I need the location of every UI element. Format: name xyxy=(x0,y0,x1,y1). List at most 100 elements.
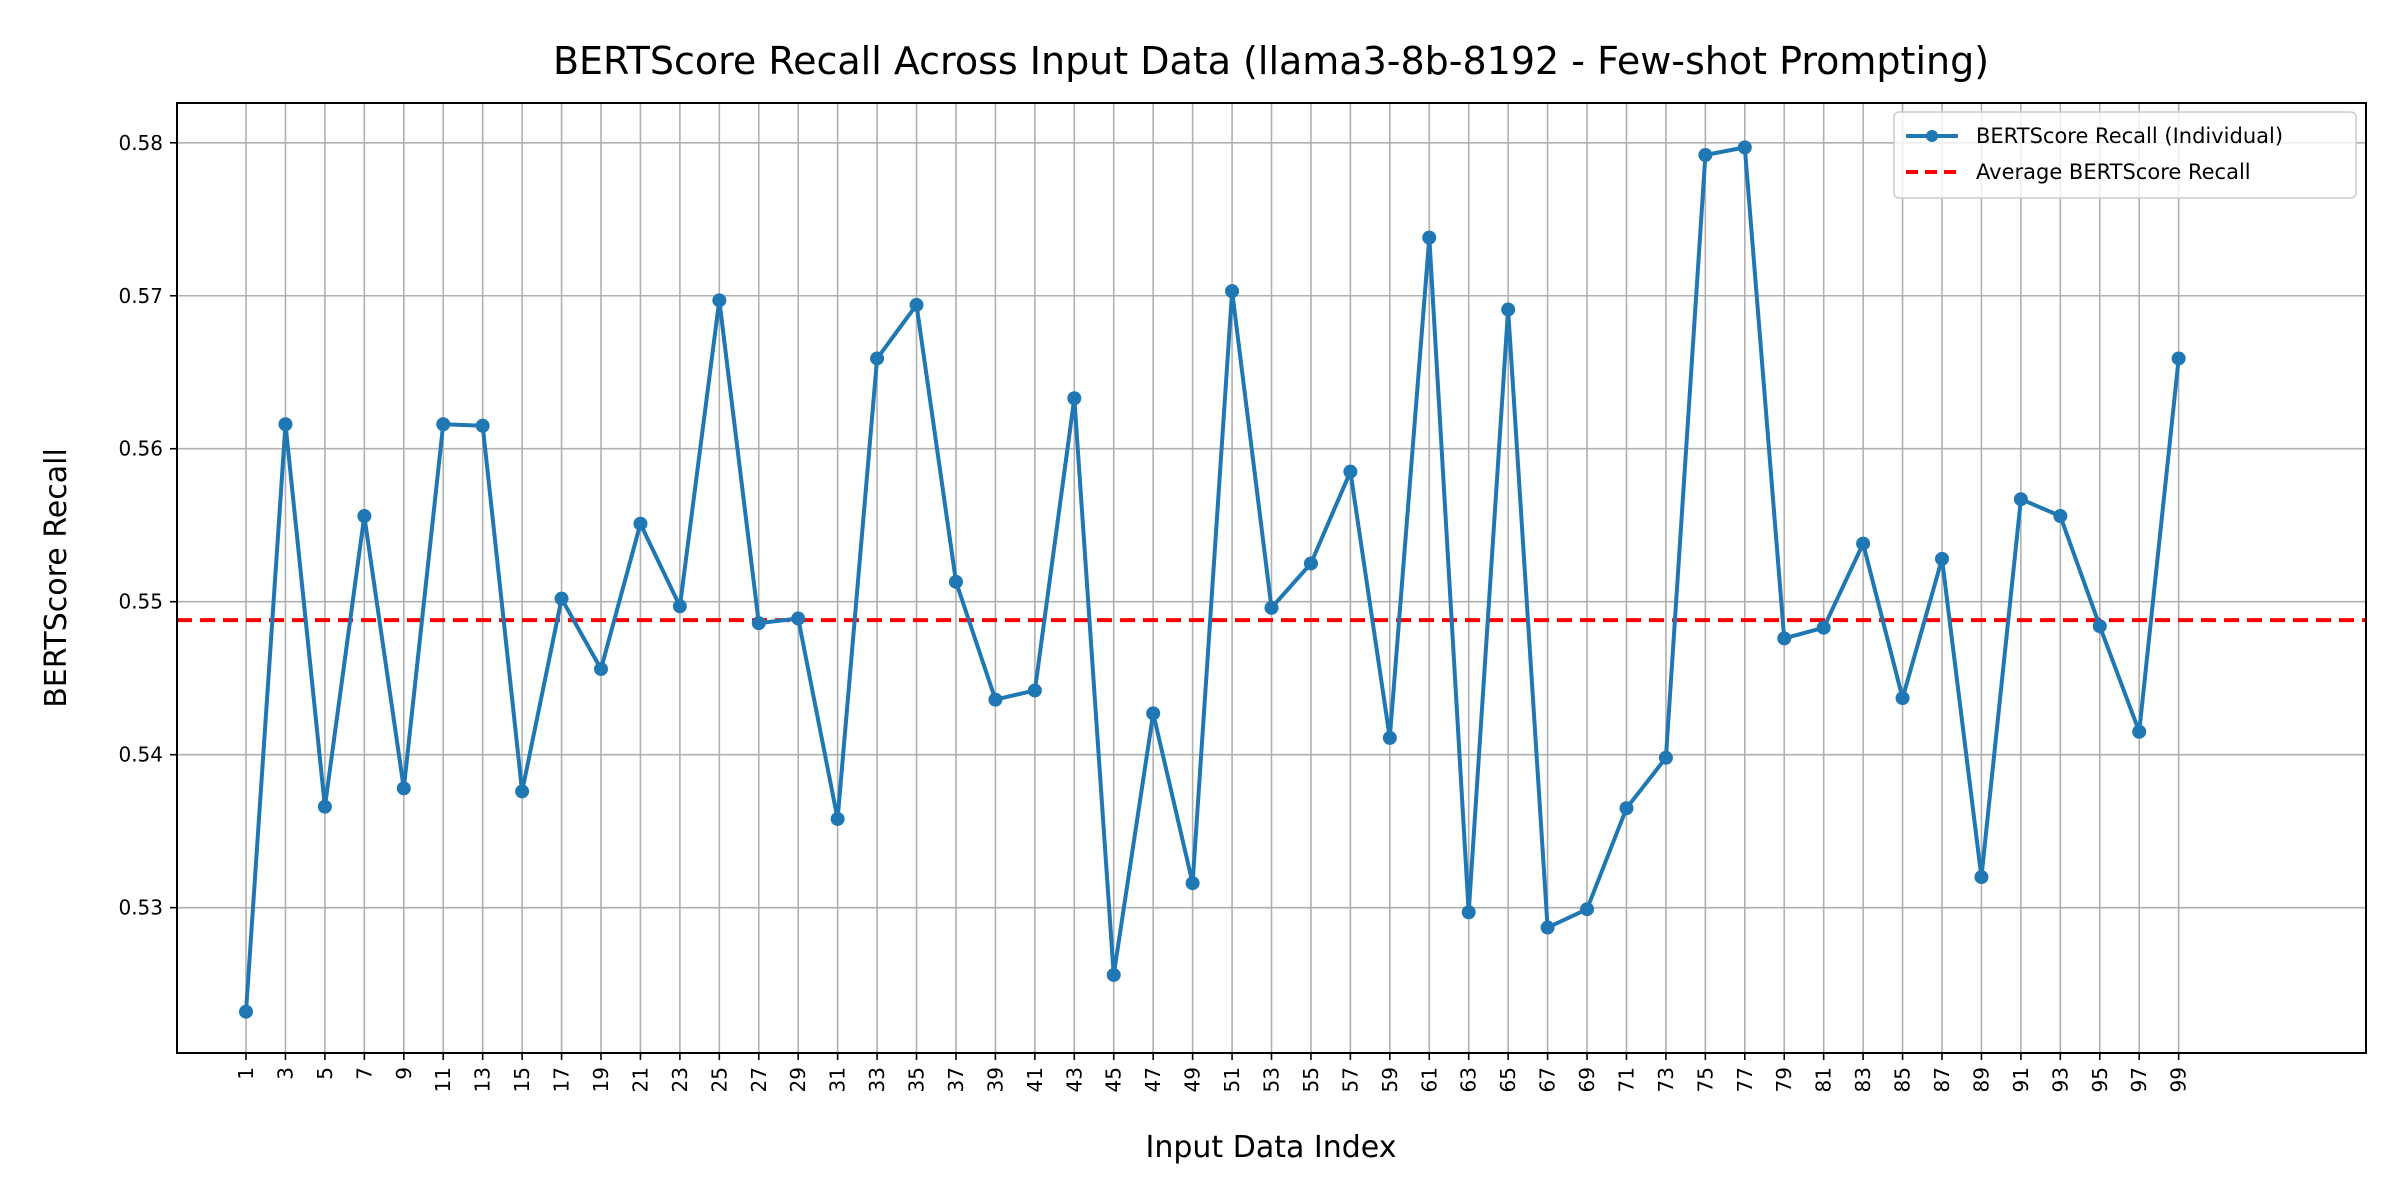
recall-data-point xyxy=(436,417,451,432)
recall-data-point xyxy=(1974,870,1989,885)
recall-data-point xyxy=(1343,464,1358,479)
legend-box xyxy=(1893,111,2357,199)
recall-data-point xyxy=(791,611,806,626)
x-tick-label: 45 xyxy=(1102,1067,1126,1092)
x-tick-label: 83 xyxy=(1851,1067,1875,1092)
legend: BERTScore Recall (Individual) Average BE… xyxy=(1893,111,2357,199)
recall-data-point xyxy=(909,297,924,312)
x-tick-label: 61 xyxy=(1417,1067,1441,1092)
x-tick-label: 7 xyxy=(352,1067,376,1080)
recall-data-point xyxy=(1737,140,1752,155)
recall-data-point xyxy=(2132,724,2147,739)
recall-data-point xyxy=(1935,551,1950,566)
x-tick-label: 63 xyxy=(1457,1067,1481,1092)
recall-data-point xyxy=(1146,706,1161,721)
x-tick-label: 27 xyxy=(747,1067,771,1092)
recall-data-point xyxy=(593,662,608,677)
x-tick-label: 81 xyxy=(1812,1067,1836,1092)
y-tick-label: 0.58 xyxy=(118,131,163,155)
x-tick-label: 31 xyxy=(826,1067,850,1092)
x-tick-label: 11 xyxy=(431,1067,455,1092)
recall-data-point xyxy=(712,293,727,308)
x-tick-label: 13 xyxy=(471,1067,495,1092)
x-tick-label: 79 xyxy=(1772,1067,1796,1092)
x-tick-label: 35 xyxy=(905,1067,929,1092)
grid-lines xyxy=(177,103,2366,1053)
x-tick-label: 15 xyxy=(510,1067,534,1092)
recall-data-point xyxy=(1540,920,1555,935)
x-tick-label: 47 xyxy=(1141,1067,1165,1092)
recall-data-point xyxy=(278,417,293,432)
recall-data-point xyxy=(515,784,530,799)
axis-ticks: 1 3 5 7 9 11 13 15 17 19 21 23 25 27 29 31 33 35 37 39 41 43 4… xyxy=(118,131,2190,1093)
x-tick-label: 75 xyxy=(1693,1067,1717,1092)
x-tick-label: 9 xyxy=(392,1067,416,1080)
y-tick-label: 0.56 xyxy=(118,437,163,461)
y-axis-label: BERTScore Recall xyxy=(39,448,74,708)
y-tick-label: 0.54 xyxy=(118,743,163,767)
recall-data-point xyxy=(1856,536,1871,551)
x-tick-label: 29 xyxy=(786,1067,810,1092)
x-tick-label: 3 xyxy=(273,1067,297,1080)
legend-label-individual: BERTScore Recall (Individual) xyxy=(1976,124,2283,148)
recall-data-point xyxy=(988,692,1003,707)
recall-data-point xyxy=(1067,391,1082,406)
recall-data-point xyxy=(1816,620,1831,635)
recall-data-point xyxy=(1027,683,1042,698)
x-tick-label: 1 xyxy=(234,1067,258,1080)
y-tick-label: 0.57 xyxy=(118,284,163,308)
recall-data-point xyxy=(1422,230,1437,245)
x-tick-label: 69 xyxy=(1575,1067,1599,1092)
y-tick-label: 0.53 xyxy=(118,896,163,920)
recall-data-point xyxy=(1106,967,1121,982)
x-tick-label: 57 xyxy=(1338,1067,1362,1092)
x-tick-label: 41 xyxy=(1023,1067,1047,1092)
x-tick-label: 33 xyxy=(865,1067,889,1092)
x-tick-label: 73 xyxy=(1654,1067,1678,1092)
recall-data-point xyxy=(1461,905,1476,920)
x-axis-label: Input Data Index xyxy=(1146,1130,1397,1165)
x-tick-label: 25 xyxy=(707,1067,731,1092)
recall-data-point xyxy=(948,574,963,589)
chart-title: BERTScore Recall Across Input Data (llam… xyxy=(553,39,1989,83)
recall-data-point xyxy=(2092,619,2107,634)
recall-data-point xyxy=(1580,902,1595,917)
recall-series-line xyxy=(244,145,2181,1014)
x-tick-label: 51 xyxy=(1220,1067,1244,1092)
x-tick-label: 85 xyxy=(1891,1067,1915,1092)
recall-data-point xyxy=(396,781,411,796)
x-tick-label: 55 xyxy=(1299,1067,1323,1092)
x-tick-label: 97 xyxy=(2127,1067,2151,1092)
recall-data-point xyxy=(554,591,569,606)
x-tick-label: 91 xyxy=(2009,1067,2033,1092)
x-tick-label: 65 xyxy=(1496,1067,1520,1092)
recall-data-point xyxy=(1698,148,1713,163)
recall-data-point xyxy=(357,509,372,524)
x-tick-label: 19 xyxy=(589,1067,613,1092)
recall-data-point xyxy=(1382,730,1397,745)
recall-data-point xyxy=(1185,876,1200,891)
recall-data-point xyxy=(2013,492,2028,507)
recall-data-point xyxy=(2053,509,2068,524)
x-tick-label: 49 xyxy=(1181,1067,1205,1092)
x-tick-label: 5 xyxy=(313,1067,337,1080)
recall-data-point xyxy=(870,351,885,366)
x-tick-label: 71 xyxy=(1614,1067,1638,1092)
recall-data-point xyxy=(1658,750,1673,765)
recall-data-point xyxy=(1777,631,1792,646)
x-tick-label: 39 xyxy=(983,1067,1007,1092)
recall-data-point xyxy=(672,599,687,614)
y-tick-label: 0.55 xyxy=(118,590,163,614)
recall-data-point xyxy=(1303,556,1318,571)
recall-data-point xyxy=(751,616,766,631)
recall-data-point xyxy=(830,811,845,826)
recall-data-point xyxy=(317,799,332,814)
x-tick-label: 99 xyxy=(2167,1067,2191,1092)
recall-data-point xyxy=(1501,302,1516,317)
recall-data-point xyxy=(1264,600,1279,615)
x-tick-label: 53 xyxy=(1260,1067,1284,1092)
recall-data-point xyxy=(239,1004,254,1019)
x-tick-label: 95 xyxy=(2088,1067,2112,1092)
